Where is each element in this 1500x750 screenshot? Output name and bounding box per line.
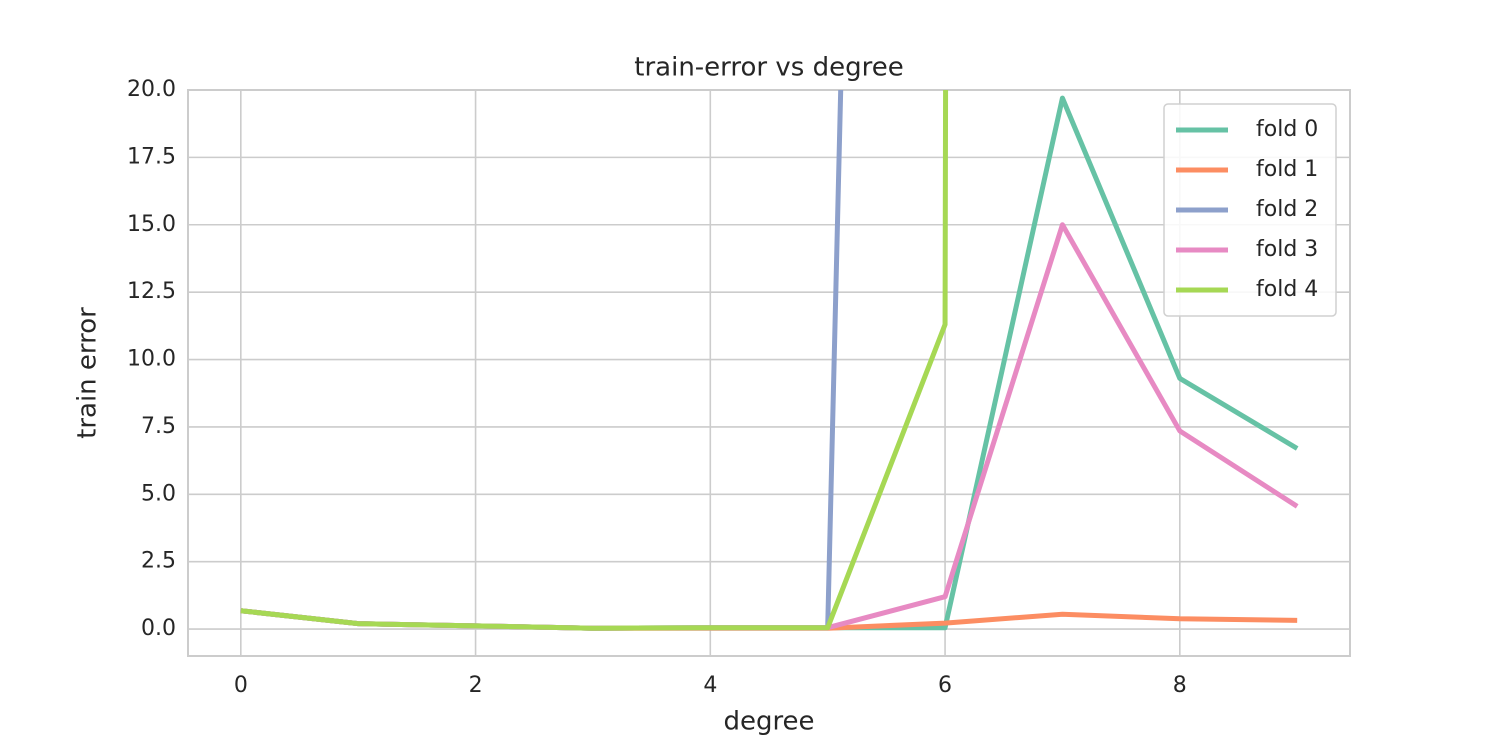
plot-frame xyxy=(187,89,1351,657)
x-axis-label: degree xyxy=(723,707,814,737)
y-tick-label: 10.0 xyxy=(127,347,176,372)
y-tick-label: 15.0 xyxy=(127,212,176,237)
x-tick-label: 8 xyxy=(1173,673,1187,698)
y-tick-label: 5.0 xyxy=(141,481,176,506)
x-tick-label: 4 xyxy=(703,673,717,698)
y-tick-label: 12.5 xyxy=(127,279,176,304)
y-tick-label: 7.5 xyxy=(141,414,176,439)
legend-label: fold 0 xyxy=(1256,117,1318,142)
x-tick-label: 6 xyxy=(938,673,952,698)
legend-label: fold 4 xyxy=(1256,277,1318,302)
legend-box xyxy=(1163,103,1337,317)
x-tick-label: 2 xyxy=(469,673,483,698)
legend-label: fold 3 xyxy=(1256,237,1318,262)
y-axis-label: train error xyxy=(73,307,103,439)
y-tick-label: 20.0 xyxy=(127,77,176,102)
y-tick-label: 2.5 xyxy=(141,549,176,574)
y-tick-label: 17.5 xyxy=(127,144,176,169)
legend-label: fold 1 xyxy=(1256,157,1318,182)
chart-title: train-error vs degree xyxy=(634,53,903,83)
y-tick-label: 0.0 xyxy=(141,616,176,641)
x-tick-label: 0 xyxy=(234,673,248,698)
line-series xyxy=(240,90,844,631)
legend-label: fold 2 xyxy=(1256,197,1318,222)
line-series xyxy=(240,90,949,631)
plot-area xyxy=(240,90,1299,631)
